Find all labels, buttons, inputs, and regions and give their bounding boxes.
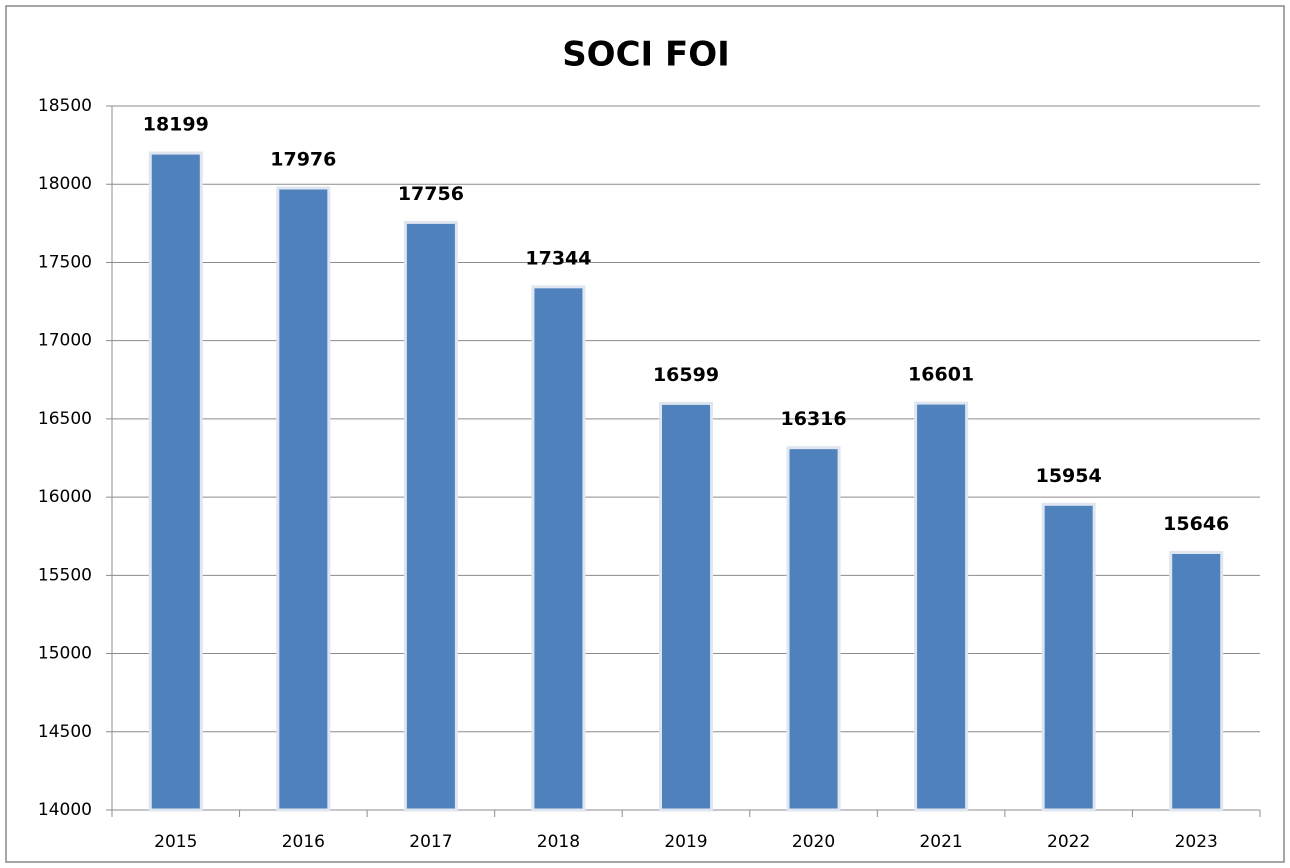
bar [276, 186, 331, 812]
y-tick-label: 15000 [38, 644, 92, 664]
y-tick-label: 14000 [38, 800, 92, 820]
y-tick-label: 14500 [38, 722, 92, 742]
x-tick-label: 2019 [664, 832, 707, 852]
value-label: 17344 [525, 247, 591, 269]
value-label: 15646 [1163, 513, 1229, 535]
value-label: 15954 [1036, 465, 1102, 487]
bar [403, 220, 458, 812]
x-tick-label: 2017 [409, 832, 452, 852]
y-tick-label: 15500 [38, 565, 92, 585]
x-tick-label: 2023 [1175, 832, 1218, 852]
value-label: 16316 [781, 408, 847, 430]
chart-title: SOCI FOI [562, 35, 730, 75]
value-label: 17976 [270, 148, 336, 170]
bar [786, 446, 841, 812]
value-label: 17756 [398, 183, 464, 205]
y-tick-label: 18000 [38, 174, 92, 194]
bar [1041, 502, 1096, 812]
x-tick-label: 2022 [1047, 832, 1090, 852]
y-tick-label: 16500 [38, 409, 92, 429]
y-tick-label: 17000 [38, 331, 92, 351]
x-tick-label: 2018 [537, 832, 580, 852]
x-tick-label: 2021 [919, 832, 962, 852]
bar [148, 151, 203, 812]
y-tick-label: 17500 [38, 252, 92, 272]
x-tick-label: 2020 [792, 832, 835, 852]
bar [1169, 550, 1224, 812]
y-tick-label: 18500 [38, 96, 92, 116]
value-label: 16601 [908, 364, 974, 386]
value-label: 16599 [653, 364, 719, 386]
bar [914, 401, 969, 812]
bar [531, 285, 586, 812]
x-tick-label: 2015 [154, 832, 197, 852]
value-label: 18199 [143, 114, 209, 136]
y-tick-label: 16000 [38, 487, 92, 507]
x-tick-label: 2016 [282, 832, 325, 852]
bar [658, 401, 714, 812]
